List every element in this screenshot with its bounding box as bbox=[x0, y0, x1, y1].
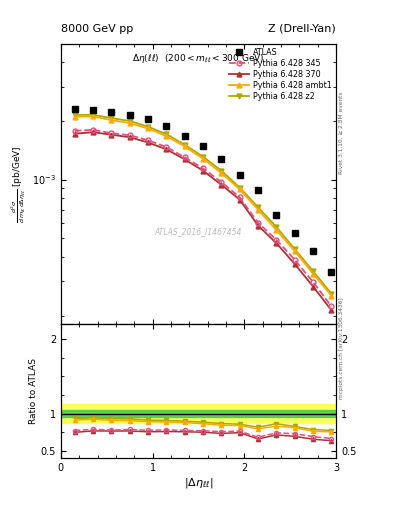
ATLAS bbox=[182, 133, 187, 139]
Y-axis label: $\frac{d^2\sigma}{d\,m_{\ell\ell}\,d\Delta\eta_{\ell\ell}}\ \mathrm{[pb/GeV]}$: $\frac{d^2\sigma}{d\,m_{\ell\ell}\,d\Del… bbox=[9, 145, 28, 223]
Pythia 6.428 ambt1 bbox=[146, 125, 151, 132]
Pythia 6.428 ambt1 bbox=[91, 113, 95, 119]
ATLAS bbox=[219, 156, 224, 162]
Pythia 6.428 ambt1 bbox=[274, 227, 279, 233]
ATLAS bbox=[329, 269, 334, 275]
Legend: ATLAS, Pythia 6.428 345, Pythia 6.428 370, Pythia 6.428 ambt1, Pythia 6.428 z2: ATLAS, Pythia 6.428 345, Pythia 6.428 37… bbox=[229, 48, 332, 100]
Text: mcplots.cern.ch [arXiv:1306.3436]: mcplots.cern.ch [arXiv:1306.3436] bbox=[339, 297, 344, 399]
Pythia 6.428 370 bbox=[311, 284, 316, 290]
Pythia 6.428 345 bbox=[164, 144, 169, 150]
Pythia 6.428 370 bbox=[127, 134, 132, 140]
ATLAS bbox=[91, 107, 95, 113]
Pythia 6.428 345 bbox=[256, 220, 261, 226]
Pythia 6.428 370 bbox=[146, 139, 151, 145]
Pythia 6.428 ambt1 bbox=[164, 133, 169, 139]
Text: $\Delta\eta(\ell\ell)\ \ (200 < m_{\ell\ell} < 300\ \mathrm{GeV})$: $\Delta\eta(\ell\ell)\ \ (200 < m_{\ell\… bbox=[132, 52, 265, 65]
Pythia 6.428 z2 bbox=[219, 167, 224, 174]
Pythia 6.428 345 bbox=[91, 127, 95, 133]
Pythia 6.428 ambt1 bbox=[72, 114, 77, 120]
Pythia 6.428 345 bbox=[237, 194, 242, 200]
Pythia 6.428 ambt1 bbox=[127, 120, 132, 126]
Pythia 6.428 z2 bbox=[146, 123, 151, 130]
Text: ATLAS_2016_I1467454: ATLAS_2016_I1467454 bbox=[155, 227, 242, 236]
Pythia 6.428 z2 bbox=[91, 112, 95, 118]
ATLAS bbox=[292, 230, 297, 236]
Pythia 6.428 z2 bbox=[292, 246, 297, 252]
Pythia 6.428 345 bbox=[127, 132, 132, 138]
ATLAS bbox=[201, 143, 206, 150]
Pythia 6.428 ambt1 bbox=[182, 143, 187, 150]
Pythia 6.428 ambt1 bbox=[329, 293, 334, 299]
Pythia 6.428 z2 bbox=[72, 112, 77, 118]
Pythia 6.428 z2 bbox=[182, 142, 187, 148]
Pythia 6.428 345 bbox=[72, 127, 77, 134]
Pythia 6.428 345 bbox=[274, 237, 279, 243]
Line: Pythia 6.428 z2: Pythia 6.428 z2 bbox=[72, 113, 334, 296]
Pythia 6.428 370 bbox=[256, 223, 261, 229]
Line: Pythia 6.428 370: Pythia 6.428 370 bbox=[72, 130, 334, 313]
Pythia 6.428 ambt1 bbox=[311, 271, 316, 277]
Pythia 6.428 z2 bbox=[311, 268, 316, 274]
Line: ATLAS: ATLAS bbox=[71, 105, 335, 275]
Pythia 6.428 ambt1 bbox=[237, 186, 242, 193]
Text: 8000 GeV pp: 8000 GeV pp bbox=[61, 24, 133, 34]
Line: Pythia 6.428 ambt1: Pythia 6.428 ambt1 bbox=[72, 114, 334, 298]
Pythia 6.428 370 bbox=[72, 131, 77, 137]
Pythia 6.428 z2 bbox=[274, 224, 279, 230]
Pythia 6.428 370 bbox=[164, 146, 169, 153]
Pythia 6.428 370 bbox=[219, 182, 224, 188]
Pythia 6.428 345 bbox=[146, 137, 151, 143]
ATLAS bbox=[146, 116, 151, 122]
Pythia 6.428 345 bbox=[219, 179, 224, 185]
Pythia 6.428 z2 bbox=[237, 184, 242, 190]
Line: Pythia 6.428 345: Pythia 6.428 345 bbox=[72, 127, 334, 309]
Pythia 6.428 z2 bbox=[256, 204, 261, 210]
ATLAS bbox=[256, 187, 261, 194]
ATLAS bbox=[311, 248, 316, 254]
Pythia 6.428 345 bbox=[329, 303, 334, 309]
Text: Rivet 3.1.10, ≥ 2.8M events: Rivet 3.1.10, ≥ 2.8M events bbox=[339, 92, 344, 175]
Pythia 6.428 ambt1 bbox=[201, 156, 206, 162]
Pythia 6.428 ambt1 bbox=[219, 170, 224, 176]
Pythia 6.428 370 bbox=[274, 240, 279, 246]
Y-axis label: Ratio to ATLAS: Ratio to ATLAS bbox=[29, 358, 38, 424]
Pythia 6.428 ambt1 bbox=[109, 117, 114, 123]
ATLAS bbox=[109, 109, 114, 115]
Pythia 6.428 370 bbox=[237, 197, 242, 203]
Pythia 6.428 ambt1 bbox=[292, 248, 297, 254]
Pythia 6.428 z2 bbox=[329, 291, 334, 297]
Pythia 6.428 370 bbox=[201, 167, 206, 174]
ATLAS bbox=[127, 112, 132, 118]
Pythia 6.428 370 bbox=[109, 132, 114, 138]
Pythia 6.428 z2 bbox=[127, 118, 132, 124]
Pythia 6.428 345 bbox=[182, 154, 187, 160]
Pythia 6.428 345 bbox=[109, 130, 114, 136]
X-axis label: $|\Delta\eta_{\ell\ell}|$: $|\Delta\eta_{\ell\ell}|$ bbox=[184, 476, 213, 490]
ATLAS bbox=[164, 123, 169, 129]
Text: Z (Drell-Yan): Z (Drell-Yan) bbox=[268, 24, 336, 34]
Pythia 6.428 370 bbox=[91, 129, 95, 135]
ATLAS bbox=[72, 106, 77, 112]
Pythia 6.428 z2 bbox=[164, 131, 169, 137]
Pythia 6.428 z2 bbox=[201, 154, 206, 160]
Pythia 6.428 345 bbox=[201, 165, 206, 172]
Pythia 6.428 345 bbox=[311, 279, 316, 285]
Pythia 6.428 370 bbox=[329, 307, 334, 313]
Pythia 6.428 345 bbox=[292, 257, 297, 263]
ATLAS bbox=[274, 211, 279, 218]
Pythia 6.428 370 bbox=[182, 156, 187, 162]
ATLAS bbox=[237, 172, 242, 178]
Pythia 6.428 z2 bbox=[109, 115, 114, 121]
Pythia 6.428 ambt1 bbox=[256, 207, 261, 213]
Pythia 6.428 370 bbox=[292, 261, 297, 267]
